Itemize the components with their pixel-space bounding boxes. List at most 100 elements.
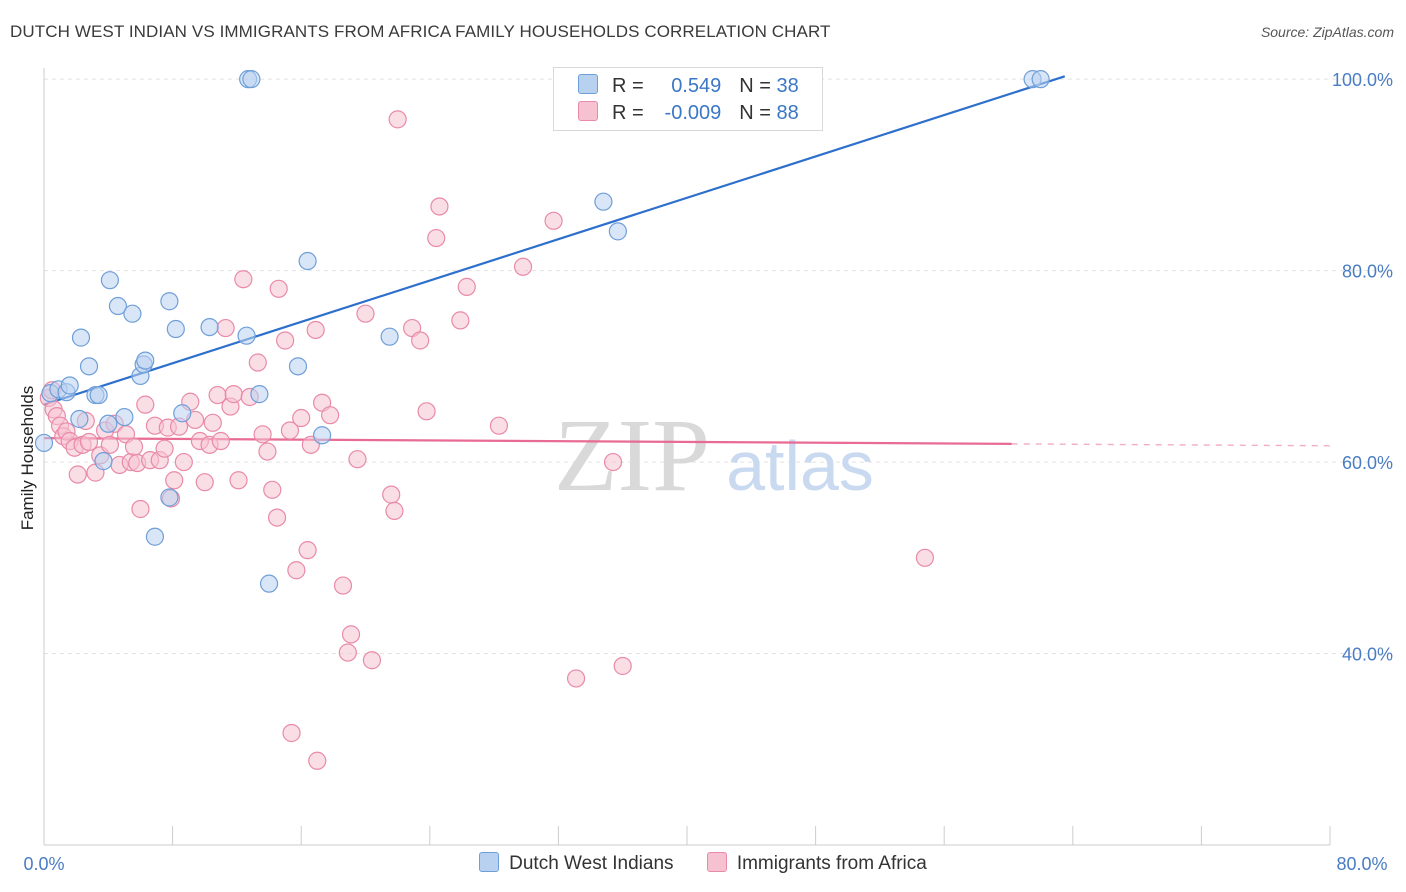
point-dutch-west-indians: [608, 222, 627, 241]
point-immigrants-from-africa: [263, 480, 282, 499]
legend-item-dutch-west-indians[interactable]: Dutch West Indians: [479, 852, 674, 875]
x-tick-label: 0.0%: [23, 854, 64, 874]
point-immigrants-from-africa: [79, 432, 99, 452]
r-label: R =: [612, 102, 650, 124]
point-dutch-west-indians: [34, 433, 54, 453]
point-immigrants-from-africa: [338, 643, 357, 662]
point-immigrants-from-africa: [382, 485, 401, 504]
point-immigrants-from-africa: [306, 320, 325, 340]
watermark-zip: ZIP: [554, 398, 710, 513]
series-legend: Dutch West Indians Immigrants from Afric…: [0, 852, 1406, 875]
point-dutch-west-indians: [594, 192, 613, 211]
point-dutch-west-indians: [60, 376, 79, 395]
point-immigrants-from-africa: [308, 751, 327, 770]
legend-label: Dutch West Indians: [509, 853, 674, 874]
point-dutch-west-indians: [166, 319, 185, 339]
point-dutch-west-indians: [242, 70, 261, 89]
blue-swatch: [479, 852, 500, 872]
trend-line-pink-extension: [1011, 443, 1331, 447]
point-immigrants-from-africa: [385, 501, 404, 520]
point-immigrants-from-africa: [195, 473, 214, 492]
point-dutch-west-indians: [115, 407, 134, 427]
watermark-atlas: atlas: [726, 427, 874, 505]
point-dutch-west-indians: [160, 292, 179, 311]
point-immigrants-from-africa: [451, 311, 470, 330]
point-immigrants-from-africa: [513, 257, 533, 276]
stats-legend-row-pink: R = -0.009 N = 88: [578, 101, 799, 125]
y-tick-label: 60.0%: [1342, 453, 1393, 473]
point-immigrants-from-africa: [100, 435, 120, 454]
point-immigrants-from-africa: [234, 270, 253, 289]
point-immigrants-from-africa: [136, 395, 155, 414]
point-immigrants-from-africa: [544, 211, 563, 230]
point-immigrants-from-africa: [411, 331, 430, 350]
point-immigrants-from-africa: [915, 548, 935, 567]
point-immigrants-from-africa: [229, 471, 248, 490]
point-immigrants-from-africa: [216, 318, 235, 338]
y-tick-label: 40.0%: [1342, 645, 1393, 665]
point-immigrants-from-africa: [388, 110, 407, 129]
point-immigrants-from-africa: [276, 331, 295, 350]
point-immigrants-from-africa: [427, 228, 446, 248]
trend-line-blue: [43, 75, 1066, 406]
point-dutch-west-indians: [312, 426, 332, 445]
point-dutch-west-indians: [380, 327, 399, 346]
y-tick-label: 80.0%: [1342, 262, 1393, 282]
point-immigrants-from-africa: [280, 421, 300, 440]
point-immigrants-from-africa: [282, 723, 301, 743]
point-dutch-west-indians: [288, 357, 308, 376]
r-value-blue: 0.549: [671, 75, 722, 97]
point-immigrants-from-africa: [203, 413, 222, 432]
legend-item-immigrants-from-africa[interactable]: Immigrants from Africa: [706, 852, 927, 875]
point-dutch-west-indians: [1031, 70, 1050, 89]
blue-swatch: [578, 74, 598, 94]
r-label: R =: [612, 75, 650, 97]
point-dutch-west-indians: [237, 326, 256, 345]
point-dutch-west-indians: [108, 296, 128, 316]
pink-swatch: [706, 852, 727, 872]
point-immigrants-from-africa: [489, 416, 509, 435]
point-dutch-west-indians: [250, 385, 269, 404]
point-immigrants-from-africa: [174, 452, 193, 472]
point-immigrants-from-africa: [566, 669, 586, 688]
point-dutch-west-indians: [71, 328, 91, 347]
point-immigrants-from-africa: [362, 651, 382, 670]
x-tick-label: 80.0%: [1336, 854, 1387, 874]
point-immigrants-from-africa: [356, 304, 375, 323]
point-immigrants-from-africa: [333, 576, 353, 595]
point-immigrants-from-africa: [269, 279, 288, 298]
point-dutch-west-indians: [160, 488, 179, 507]
n-label: N =: [739, 102, 777, 124]
point-immigrants-from-africa: [258, 442, 277, 461]
n-value-blue: 38: [776, 75, 799, 97]
point-immigrants-from-africa: [430, 197, 449, 216]
point-immigrants-from-africa: [165, 471, 184, 490]
point-immigrants-from-africa: [298, 541, 317, 560]
point-immigrants-from-africa: [68, 465, 87, 484]
point-dutch-west-indians: [259, 574, 279, 593]
point-immigrants-from-africa: [253, 425, 272, 444]
point-dutch-west-indians: [298, 251, 317, 271]
point-dutch-west-indians: [200, 317, 219, 337]
point-immigrants-from-africa: [124, 437, 144, 456]
point-dutch-west-indians: [123, 304, 142, 323]
stats-legend-row-blue: R = 0.549 N = 38: [578, 74, 799, 98]
data-points: [34, 70, 1050, 770]
y-tick-label: 100.0%: [1332, 70, 1393, 90]
watermark: ZIP atlas: [554, 398, 874, 513]
n-value-pink: 88: [776, 102, 799, 124]
point-immigrants-from-africa: [155, 439, 174, 458]
point-dutch-west-indians: [99, 414, 118, 433]
point-dutch-west-indians: [94, 452, 113, 471]
pink-swatch: [578, 101, 598, 121]
point-immigrants-from-africa: [457, 277, 476, 296]
legend-label: Immigrants from Africa: [736, 853, 927, 874]
point-immigrants-from-africa: [292, 408, 311, 428]
point-immigrants-from-africa: [287, 561, 306, 580]
chart-source: Source: ZipAtlas.com: [1260, 24, 1394, 40]
point-immigrants-from-africa: [267, 508, 287, 527]
point-dutch-west-indians: [89, 385, 108, 405]
grid-lines: [44, 78, 1394, 655]
point-dutch-west-indians: [173, 404, 192, 423]
